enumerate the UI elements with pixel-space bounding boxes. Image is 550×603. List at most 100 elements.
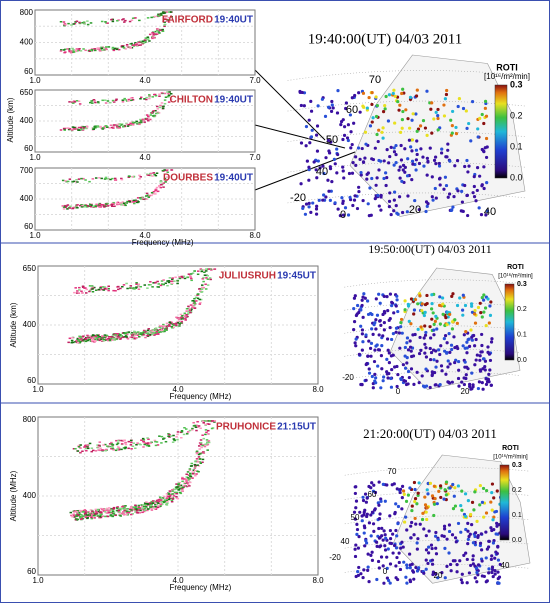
roti-dot — [401, 168, 405, 172]
echo — [78, 22, 82, 25]
echo — [162, 186, 165, 188]
roti-dot — [489, 557, 493, 562]
roti-dot — [460, 572, 464, 576]
map-label: -20 — [329, 553, 341, 562]
roti-dot — [479, 311, 483, 315]
station-time: 19:40UT — [214, 95, 253, 106]
roti-dot — [378, 301, 382, 305]
echo — [137, 44, 141, 46]
echo — [192, 305, 195, 308]
echo — [199, 441, 203, 444]
roti-dot — [370, 120, 374, 124]
roti-dot — [434, 162, 438, 166]
roti-dot — [379, 193, 383, 198]
roti-dot — [478, 354, 482, 358]
roti-dot — [463, 492, 468, 496]
roti-dot — [400, 331, 404, 335]
roti-dot — [366, 354, 370, 358]
echo — [114, 179, 117, 181]
roti-dot — [361, 198, 365, 203]
x-tick-label: 1.0 — [29, 231, 41, 240]
roti-dot — [342, 176, 346, 180]
echo — [203, 274, 207, 276]
roti-dot — [393, 512, 397, 516]
roti-dot — [375, 540, 379, 544]
roti-dot — [478, 369, 483, 373]
echo — [139, 40, 142, 43]
roti-dot — [469, 512, 473, 517]
roti-dot — [451, 482, 455, 487]
roti-dot — [307, 205, 311, 209]
echo — [90, 447, 94, 449]
echo — [119, 287, 122, 290]
roti-dot — [377, 526, 381, 531]
echo — [119, 509, 122, 511]
roti-dot — [489, 383, 493, 387]
echo — [112, 49, 116, 52]
echo — [117, 447, 121, 450]
echo — [91, 286, 94, 288]
roti-dot — [341, 165, 345, 169]
roti-dot — [481, 387, 485, 391]
echo — [111, 444, 115, 446]
roti-dot — [434, 530, 438, 535]
echo — [198, 303, 202, 305]
echo — [90, 204, 93, 206]
echo — [143, 441, 146, 444]
echo — [71, 128, 75, 130]
roti-dot — [460, 380, 464, 384]
roti-dot — [382, 176, 386, 181]
roti-dot — [346, 123, 350, 127]
echo — [141, 334, 144, 337]
echo — [137, 333, 141, 336]
roti-dot — [488, 313, 493, 318]
roti-dot — [426, 492, 430, 496]
roti-dot — [377, 168, 381, 172]
roti-dot — [394, 528, 398, 533]
echo — [169, 98, 173, 100]
echo — [107, 336, 111, 338]
echo — [82, 21, 86, 23]
echo — [153, 332, 156, 334]
echo — [197, 453, 201, 456]
map-label: 40 — [501, 561, 510, 570]
roti-dot — [424, 355, 429, 359]
echo — [163, 92, 167, 95]
echo — [136, 334, 140, 336]
echo — [122, 511, 125, 513]
roti-dot — [385, 555, 389, 559]
echo — [109, 178, 112, 181]
echo — [149, 281, 152, 283]
echo — [109, 124, 113, 127]
echo — [194, 426, 198, 428]
echo — [186, 431, 190, 433]
roti-dot — [329, 189, 333, 193]
echo — [159, 186, 163, 189]
echo — [82, 511, 85, 513]
roti-dot — [446, 195, 450, 199]
roti-dot — [419, 325, 423, 329]
roti-dot — [481, 357, 486, 361]
echo — [66, 180, 70, 183]
echo — [81, 292, 84, 294]
roti-dot — [321, 198, 325, 202]
echo — [142, 330, 146, 333]
echo — [170, 500, 174, 503]
x-axis-label: Frequency (MHz) — [170, 392, 232, 401]
echo — [167, 493, 171, 495]
echo — [86, 445, 89, 447]
roti-dot — [442, 524, 447, 528]
roti-dot — [417, 161, 422, 166]
roti-dot — [456, 189, 460, 193]
echo — [111, 177, 114, 180]
echo — [190, 465, 193, 467]
roti-dot — [350, 142, 354, 147]
roti-dot — [382, 159, 386, 163]
echo — [164, 325, 168, 328]
echo — [189, 472, 192, 475]
roti-dot — [438, 484, 443, 488]
echo — [67, 48, 71, 50]
roti-dot — [422, 164, 426, 168]
echo — [65, 205, 68, 207]
echo — [124, 48, 127, 50]
